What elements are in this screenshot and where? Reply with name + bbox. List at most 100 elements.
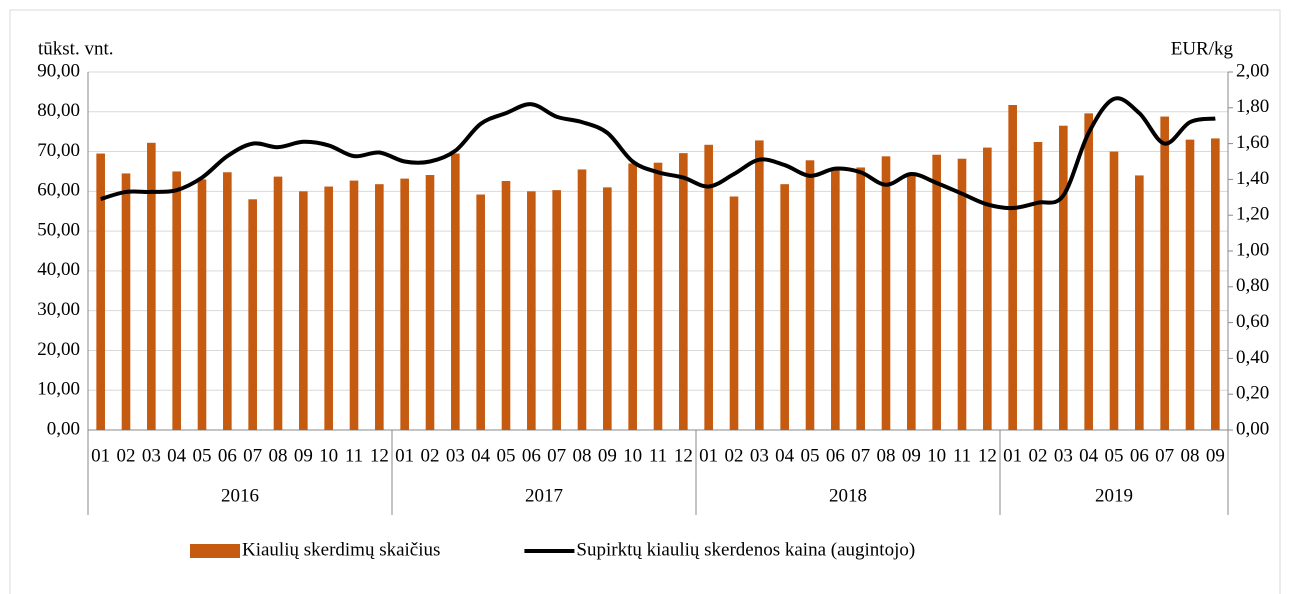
y2-tick-label: 0,60 [1236, 311, 1269, 332]
y-tick-label: 90,00 [37, 60, 80, 81]
bar [1211, 138, 1220, 430]
y-tick-label: 20,00 [37, 339, 80, 360]
bar [273, 176, 283, 430]
bar [1084, 113, 1093, 430]
x-tick-label: 02 [725, 445, 744, 466]
bar [957, 158, 967, 430]
bar [856, 167, 865, 430]
x-tick-label: 03 [446, 445, 465, 466]
y2-tick-label: 0,20 [1236, 383, 1269, 404]
y2-tick-label: 1,80 [1236, 96, 1269, 117]
x-tick-label: 12 [978, 445, 997, 466]
chart-frame [9, 9, 1281, 594]
y-axis-label: tūkst. vnt. [38, 38, 113, 59]
bar [1185, 139, 1195, 430]
x-tick-label: 09 [294, 445, 313, 466]
bar [704, 144, 713, 430]
y2-tick-label: 1,60 [1236, 132, 1269, 153]
legend-label: Kiaulių skerdimų skaičius [242, 539, 440, 560]
y-tick-label: 50,00 [37, 219, 80, 240]
bar [223, 172, 232, 431]
x-tick-label: 01 [91, 445, 110, 466]
bar [881, 156, 891, 430]
x-tick-label: 05 [1105, 445, 1124, 466]
x-tick-label: 02 [421, 445, 440, 466]
y2-tick-label: 1,00 [1236, 239, 1269, 260]
x-tick-label: 09 [1206, 445, 1225, 466]
bar [1008, 105, 1017, 430]
x-tick-label: 06 [1130, 445, 1149, 466]
bar [729, 196, 739, 430]
x-tick-label: 05 [193, 445, 212, 466]
x-tick-label: 11 [345, 445, 363, 466]
x-tick-label: 04 [167, 445, 187, 466]
y2-axis-label: EUR/kg [1171, 38, 1234, 59]
bar [425, 175, 435, 430]
bar [679, 153, 688, 430]
y2-tick-label: 0,00 [1236, 418, 1269, 439]
y2-tick-label: 1,20 [1236, 204, 1269, 225]
x-tick-label: 12 [674, 445, 693, 466]
x-tick-label: 10 [319, 445, 338, 466]
x-group-label: 2019 [1095, 485, 1133, 506]
x-tick-label: 07 [1155, 445, 1174, 466]
x-tick-label: 01 [395, 445, 414, 466]
legend-swatch [190, 544, 240, 558]
bar [1059, 125, 1068, 430]
bar [1033, 142, 1043, 430]
bar [400, 178, 409, 430]
bar [603, 187, 612, 430]
y-tick-label: 0,00 [47, 418, 80, 439]
x-tick-label: 06 [826, 445, 845, 466]
x-tick-label: 04 [775, 445, 795, 466]
y2-tick-label: 0,80 [1236, 275, 1269, 296]
x-tick-label: 03 [1054, 445, 1073, 466]
bar [983, 147, 992, 431]
x-tick-label: 09 [598, 445, 617, 466]
x-group-label: 2017 [525, 485, 563, 506]
bar [248, 199, 257, 430]
bar [476, 194, 485, 430]
bar [172, 171, 181, 430]
x-tick-label: 05 [801, 445, 820, 466]
bar [147, 142, 156, 430]
bar [1160, 116, 1169, 430]
bar [299, 191, 308, 430]
x-tick-label: 08 [269, 445, 288, 466]
x-tick-label: 07 [243, 445, 262, 466]
x-tick-label: 08 [1181, 445, 1200, 466]
x-tick-label: 04 [471, 445, 491, 466]
x-group-label: 2016 [221, 485, 259, 506]
y-tick-label: 60,00 [37, 180, 80, 201]
bar [375, 184, 384, 430]
bar [907, 175, 916, 430]
x-tick-label: 02 [117, 445, 136, 466]
x-tick-label: 12 [370, 445, 389, 466]
x-tick-label: 03 [750, 445, 769, 466]
x-tick-label: 10 [623, 445, 642, 466]
bar [552, 190, 561, 430]
x-tick-label: 10 [927, 445, 946, 466]
x-tick-label: 07 [547, 445, 566, 466]
x-tick-label: 02 [1029, 445, 1048, 466]
y-tick-label: 70,00 [37, 140, 80, 161]
x-tick-label: 07 [851, 445, 870, 466]
bar [349, 180, 359, 430]
x-tick-label: 11 [649, 445, 667, 466]
bar [805, 160, 815, 430]
y-tick-label: 10,00 [37, 379, 80, 400]
bar [755, 140, 764, 430]
bar [1109, 151, 1119, 431]
x-tick-label: 01 [1003, 445, 1022, 466]
x-tick-label: 11 [953, 445, 971, 466]
bar [197, 179, 207, 430]
y2-tick-label: 1,40 [1236, 168, 1269, 189]
bar [451, 153, 460, 431]
bar [527, 191, 536, 430]
bar [932, 154, 941, 430]
bar [653, 162, 663, 430]
bar [1135, 175, 1144, 430]
y-tick-label: 30,00 [37, 299, 80, 320]
bar [324, 186, 333, 430]
